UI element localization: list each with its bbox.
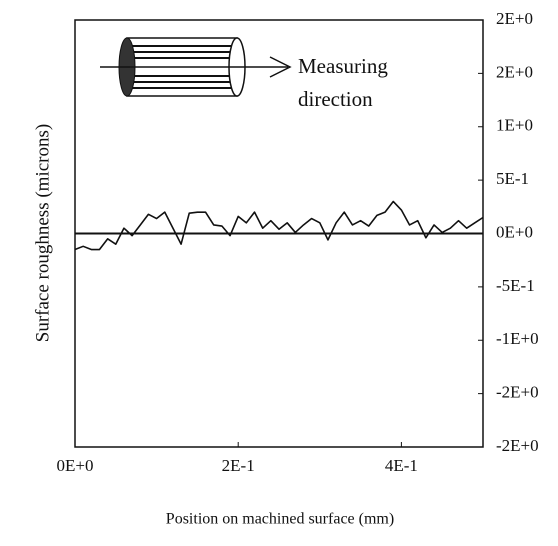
y-tick-label: 5E-1 [496, 169, 529, 188]
x-tick-label: 4E-1 [385, 456, 418, 475]
y-tick-label: -2E+0 [496, 436, 539, 455]
x-tick-label: 0E+0 [57, 456, 94, 475]
y-tick-label: 1E+0 [496, 116, 533, 135]
y-tick-label: 2E+0 [496, 9, 533, 28]
annotation: Measuring [298, 54, 388, 78]
y-tick-label: 0E+0 [496, 222, 533, 241]
y-tick-label: -5E-1 [496, 276, 535, 295]
y-tick-label: -1E+0 [496, 329, 539, 348]
annotation: direction [298, 87, 373, 111]
y-tick-label: 2E+0 [496, 62, 533, 81]
y-axis-title: Surface roughness (microns) [32, 124, 53, 342]
data-line [74, 200, 484, 251]
y-tick-label: -2E+0 [496, 383, 539, 402]
x-axis-title: Position on machined surface (mm) [166, 511, 394, 528]
x-tick-label: 2E-1 [222, 456, 255, 475]
cylinder-icon [100, 37, 292, 97]
